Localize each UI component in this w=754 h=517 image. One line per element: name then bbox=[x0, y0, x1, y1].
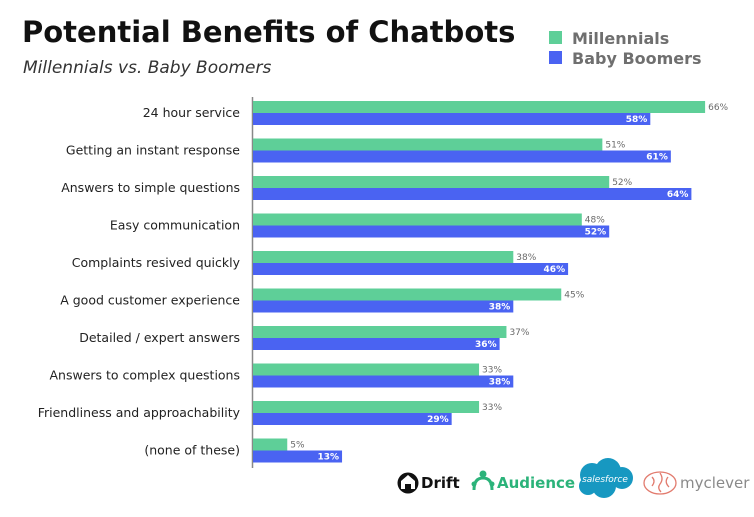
bar-baby-boomers-detailed-expert-answers bbox=[253, 338, 500, 350]
data-label-millennials-complaints-resived-quickly: 38% bbox=[516, 253, 536, 263]
data-label-baby-boomers-getting-an-instant-response: 61% bbox=[646, 153, 668, 163]
bar-millennials-complaints-resived-quickly bbox=[253, 251, 514, 263]
data-label-millennials-getting-an-instant-response: 51% bbox=[605, 141, 625, 151]
bars-layer: 66% 58% 51% 61% 52% 64% 48% 52% 38% 46% 45% 38% 37% 3… bbox=[253, 101, 729, 463]
data-label-millennials-easy-communication: 48% bbox=[585, 216, 605, 226]
brain-icon bbox=[643, 471, 677, 495]
audience-icon bbox=[471, 470, 495, 491]
bar-millennials-24-hour-service bbox=[253, 101, 706, 113]
bar-baby-boomers-easy-communication bbox=[253, 225, 610, 238]
logo-myclever: myclever bbox=[643, 471, 750, 495]
category-label-friendliness-and-approachability: Friendliness and approachability bbox=[38, 405, 241, 420]
salesforce-cloud-icon bbox=[579, 458, 633, 498]
category-label-answers-to-complex-questions: Answers to complex questions bbox=[49, 368, 240, 383]
salesforce-logo-text: salesforce bbox=[582, 475, 628, 485]
category-label-a-good-customer-experience: A good customer experience bbox=[60, 293, 240, 308]
chart-subtitle: Millennials vs. Baby Boomers bbox=[23, 58, 272, 78]
category-label-getting-an-instant-response: Getting an instant response bbox=[66, 143, 240, 158]
bar-millennials-getting-an-instant-response bbox=[253, 138, 603, 151]
data-label-millennials-friendliness-and-approachability: 33% bbox=[482, 403, 502, 413]
bar-millennials-friendliness-and-approachability bbox=[253, 401, 480, 413]
category-label-detailed-expert-answers: Detailed / expert answers bbox=[79, 330, 240, 345]
bar-millennials-answers-to-complex-questions bbox=[253, 363, 480, 376]
bar-baby-boomers-24-hour-service bbox=[253, 113, 651, 125]
category-label-complaints-resived-quickly: Complaints resived quickly bbox=[72, 255, 241, 270]
data-label-millennials-a-good-customer-experience: 45% bbox=[564, 291, 584, 301]
data-label-millennials-24-hour-service: 66% bbox=[708, 103, 728, 113]
legend-label-baby-boomers: Baby Boomers bbox=[572, 49, 702, 68]
data-label-baby-boomers-answers-to-simple-questions: 64% bbox=[667, 190, 689, 200]
myclever-logo-text: myclever bbox=[680, 474, 750, 492]
bar-millennials-detailed-expert-answers bbox=[253, 326, 507, 338]
data-label-baby-boomers-answers-to-complex-questions: 38% bbox=[489, 378, 511, 388]
bar-millennials-answers-to-simple-questions bbox=[253, 176, 610, 188]
data-label-millennials-detailed-expert-answers: 37% bbox=[509, 328, 529, 338]
bar-millennials-easy-communication bbox=[253, 213, 582, 226]
logo-salesforce: salesforce bbox=[579, 458, 633, 498]
category-labels-layer: 24 hour service Getting an instant respon… bbox=[38, 105, 241, 458]
bar-millennials-none-of-these bbox=[253, 438, 288, 451]
legend: Millennials Baby Boomers bbox=[549, 29, 702, 68]
data-label-baby-boomers-friendliness-and-approachability: 29% bbox=[427, 415, 449, 425]
drift-logo-text: Drift bbox=[421, 474, 460, 492]
data-label-baby-boomers-none-of-these: 13% bbox=[318, 453, 340, 463]
data-label-baby-boomers-easy-communication: 52% bbox=[585, 228, 607, 238]
chart-title: Potential Benefits of Chatbots bbox=[22, 15, 515, 49]
data-label-millennials-answers-to-complex-questions: 33% bbox=[482, 366, 502, 376]
bar-baby-boomers-a-good-customer-experience bbox=[253, 300, 514, 313]
category-label-easy-communication: Easy communication bbox=[110, 218, 240, 233]
bar-baby-boomers-complaints-resived-quickly bbox=[253, 263, 569, 275]
bar-baby-boomers-answers-to-complex-questions bbox=[253, 375, 514, 388]
legend-swatch-millennials bbox=[549, 31, 562, 44]
data-label-baby-boomers-a-good-customer-experience: 38% bbox=[489, 303, 511, 313]
category-label-none-of-these: (none of these) bbox=[144, 443, 240, 458]
data-label-baby-boomers-24-hour-service: 58% bbox=[626, 115, 648, 125]
category-label-24-hour-service: 24 hour service bbox=[143, 105, 241, 120]
logo-drift: Drift bbox=[397, 472, 460, 494]
bar-baby-boomers-answers-to-simple-questions bbox=[253, 188, 692, 200]
audience-logo-text: Audience bbox=[497, 474, 575, 492]
data-label-millennials-answers-to-simple-questions: 52% bbox=[612, 178, 632, 188]
legend-label-millennials: Millennials bbox=[572, 29, 669, 48]
bar-baby-boomers-getting-an-instant-response bbox=[253, 150, 671, 163]
logo-audience: Audience bbox=[471, 470, 575, 492]
bar-baby-boomers-none-of-these bbox=[253, 450, 343, 463]
bar-baby-boomers-friendliness-and-approachability bbox=[253, 413, 452, 425]
category-label-answers-to-simple-questions: Answers to simple questions bbox=[61, 180, 240, 195]
legend-swatch-baby-boomers bbox=[549, 51, 562, 64]
bar-millennials-a-good-customer-experience bbox=[253, 288, 562, 301]
drift-icon bbox=[397, 472, 419, 494]
data-label-baby-boomers-complaints-resived-quickly: 46% bbox=[544, 265, 566, 275]
data-label-baby-boomers-detailed-expert-answers: 36% bbox=[475, 340, 497, 350]
data-label-millennials-none-of-these: 5% bbox=[290, 441, 305, 451]
